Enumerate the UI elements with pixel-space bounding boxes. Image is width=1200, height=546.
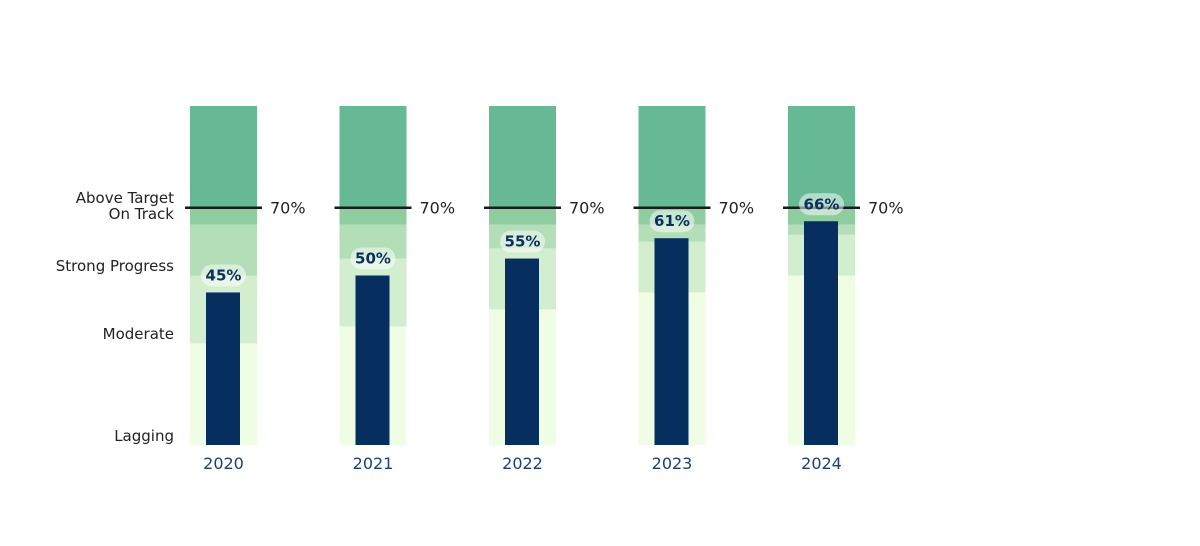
band-above-target <box>638 106 706 208</box>
value-bar[interactable] <box>654 238 689 445</box>
value-label: 55% <box>505 233 541 251</box>
target-label: 70% <box>420 199 456 218</box>
value-label-pill <box>649 210 695 233</box>
y-label-strong-progress: Strong Progress <box>56 257 174 275</box>
value-label: 50% <box>355 250 391 268</box>
target-label: 70% <box>569 199 605 218</box>
band-above-target <box>190 106 257 208</box>
y-label-above-target: Above Target <box>76 189 174 207</box>
band-above-target <box>489 106 556 208</box>
x-tick-label: 2024 <box>801 454 842 473</box>
band-above-target <box>788 106 855 208</box>
band-on-track <box>190 207 257 225</box>
band-on-track <box>339 207 407 225</box>
value-label-pill <box>350 247 396 270</box>
band-on-track <box>489 207 556 225</box>
x-tick-label: 2022 <box>502 454 543 473</box>
value-label: 61% <box>654 212 690 230</box>
value-label: 45% <box>206 266 242 284</box>
value-label-pill <box>201 264 246 287</box>
value-bar[interactable] <box>206 292 240 445</box>
value-label: 66% <box>804 195 840 213</box>
target-label: 70% <box>719 199 755 218</box>
value-bar[interactable] <box>804 221 838 445</box>
y-label-moderate: Moderate <box>103 325 174 343</box>
y-label-lagging: Lagging <box>114 427 174 445</box>
x-tick-label: 2023 <box>652 454 693 473</box>
target-label: 70% <box>868 199 904 218</box>
value-label-pill <box>500 230 545 253</box>
y-label-on-track: On Track <box>109 205 175 223</box>
value-label-pill <box>799 193 844 216</box>
x-tick-label: 2021 <box>353 454 394 473</box>
value-bar[interactable] <box>355 275 390 446</box>
x-tick-label: 2020 <box>203 454 244 473</box>
target-label: 70% <box>270 199 306 218</box>
value-bar[interactable] <box>505 258 539 445</box>
band-above-target <box>339 106 407 208</box>
